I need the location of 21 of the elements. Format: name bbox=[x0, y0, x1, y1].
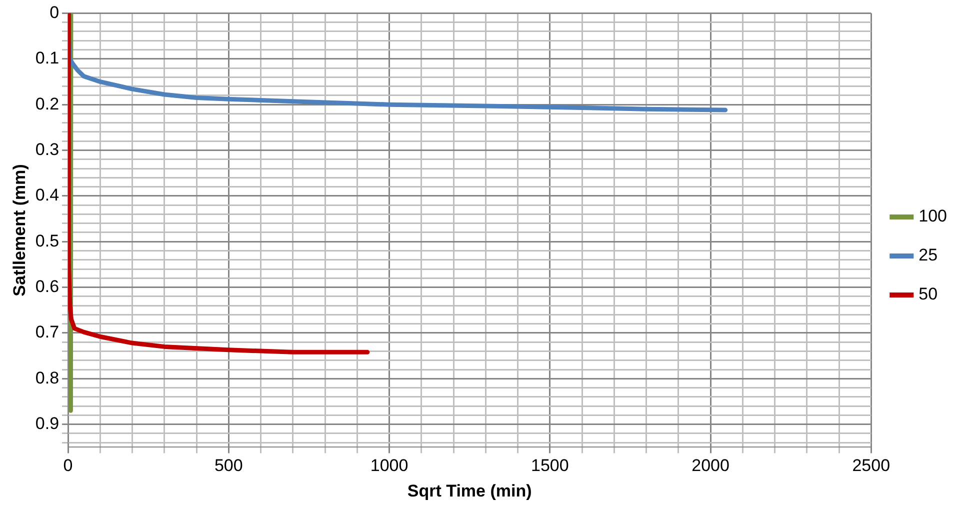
legend-label: 100 bbox=[918, 206, 948, 226]
y-axis-title: Satllement (mm) bbox=[10, 164, 29, 296]
y-tick-label: 0.6 bbox=[35, 276, 60, 296]
x-tick-label: 1000 bbox=[370, 456, 408, 476]
x-axis-title: Sqrt Time (min) bbox=[407, 481, 532, 500]
x-tick-label: 2000 bbox=[692, 456, 730, 476]
legend-label: 50 bbox=[918, 284, 938, 304]
y-tick-label: 0.4 bbox=[35, 186, 60, 205]
x-tick-label: 500 bbox=[214, 456, 243, 476]
y-tick-label: 0.1 bbox=[35, 48, 60, 68]
y-tick-label: 0.7 bbox=[35, 322, 60, 342]
legend-label: 25 bbox=[918, 246, 938, 265]
y-tick-label: 0.8 bbox=[35, 368, 60, 388]
y-tick-label: 0.9 bbox=[35, 414, 60, 434]
y-tick-label: 0.5 bbox=[35, 231, 60, 250]
y-tick-label: 0 bbox=[50, 2, 60, 22]
x-tick-label: 2500 bbox=[852, 456, 890, 476]
y-tick-label: 0.3 bbox=[35, 140, 60, 159]
x-tick-label: 1500 bbox=[530, 456, 569, 476]
x-tick-label: 0 bbox=[63, 456, 73, 476]
y-tick-label: 0.2 bbox=[35, 94, 60, 114]
